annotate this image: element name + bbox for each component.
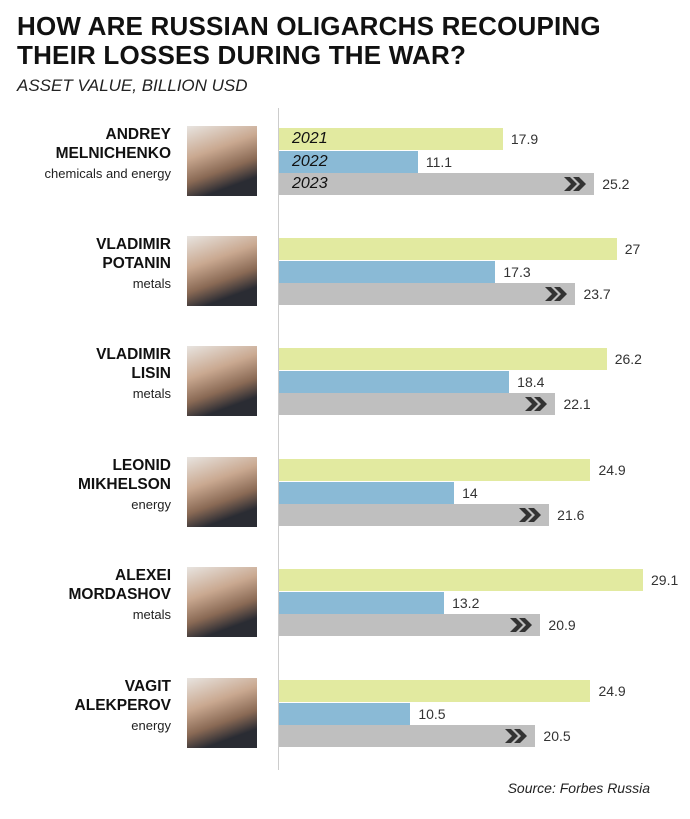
legend-2023: 2023 (292, 175, 328, 193)
person-label: ANDREY MELNICHENKO chemicals and energy (45, 125, 171, 183)
name-line2: MELNICHENKO (55, 145, 171, 162)
name-line2: MIKHELSON (78, 476, 171, 493)
person-label: ALEXEI MORDASHOV metals (69, 566, 171, 624)
bar-2021 (279, 348, 607, 370)
chart-title: HOW ARE RUSSIAN OLIGARCHS RECOUPING THEI… (17, 11, 601, 70)
sector: energy (131, 497, 171, 512)
person-label: VLADIMIR LISIN metals (96, 345, 171, 403)
legend-2021: 2021 (292, 130, 328, 147)
sector: energy (131, 718, 171, 733)
sector: metals (132, 386, 171, 401)
bar-2023 (279, 725, 536, 748)
name-line1: VLADIMIR (96, 236, 171, 253)
portrait-photo (187, 678, 257, 748)
name-line1: ALEXEI (115, 567, 171, 584)
chevron-icon (510, 618, 533, 633)
bar-2021 (279, 459, 591, 481)
name-line1: LEONID (112, 457, 171, 474)
value-label: 20.5 (543, 728, 571, 745)
value-label: 23.7 (583, 286, 611, 303)
value-label: 24.9 (598, 683, 626, 699)
bar-2022 (279, 260, 496, 283)
person-label: LEONID MIKHELSON energy (78, 456, 171, 514)
bar-2023 (279, 504, 550, 527)
bar-2023 (279, 393, 556, 416)
value-label: 18.4 (517, 373, 545, 390)
chart-subtitle: ASSET VALUE, BILLION USD (17, 76, 248, 95)
bar-2021 (279, 680, 591, 702)
value-label: 11.1 (425, 153, 453, 170)
chevron-icon (545, 287, 568, 302)
value-label: 21.6 (557, 507, 585, 524)
chevron-icon (519, 508, 542, 523)
person-label: VLADIMIR POTANIN metals (96, 235, 171, 293)
bar-2021 (279, 128, 503, 150)
name-line2: POTANIN (102, 255, 171, 272)
name-line2: ALEKPEROV (74, 697, 171, 714)
bar-2023 (279, 173, 595, 196)
name-line1: VAGIT (124, 678, 171, 695)
bar-2022 (279, 481, 455, 504)
axis-line (278, 108, 279, 770)
portrait-photo (187, 567, 257, 637)
person-label: VAGIT ALEKPEROV energy (75, 677, 171, 735)
name-line2: LISIN (131, 365, 171, 382)
value-label: 24.9 (598, 462, 626, 478)
value-label: 13.2 (452, 594, 480, 611)
chevron-icon (525, 397, 548, 412)
sector: chemicals and energy (44, 166, 171, 181)
value-label: 26.2 (614, 351, 642, 367)
value-label: 14 (462, 484, 478, 501)
bar-2022 (279, 591, 445, 614)
bar-2023 (279, 614, 541, 637)
portrait-photo (187, 346, 257, 416)
portrait-photo (187, 457, 257, 527)
name-line1: VLADIMIR (96, 346, 171, 363)
value-label: 22.1 (563, 396, 591, 413)
chevron-icon (564, 177, 587, 192)
chevron-icon (505, 729, 528, 744)
bar-2021 (279, 569, 643, 591)
bar-2023 (279, 283, 576, 306)
sector: metals (132, 276, 171, 291)
sector: metals (132, 607, 171, 622)
portrait-photo (187, 236, 257, 306)
bar-2022 (279, 370, 510, 393)
value-label: 25.2 (602, 176, 630, 193)
value-label: 17.9 (510, 131, 539, 147)
portrait-photo (187, 126, 257, 196)
value-label: 27 (624, 241, 641, 257)
value-label: 20.9 (548, 617, 576, 634)
value-label: 29.1 (651, 572, 679, 588)
name-line2: MORDASHOV (68, 586, 171, 603)
bar-2022 (279, 150, 418, 173)
source-note: Source: Forbes Russia (507, 780, 650, 796)
name-line1: ANDREY (105, 126, 171, 143)
bar-2021 (279, 238, 617, 260)
value-label: 10.5 (418, 705, 446, 722)
bar-2022 (279, 702, 411, 725)
value-label: 17.3 (503, 263, 531, 280)
legend-2022: 2022 (292, 152, 328, 170)
